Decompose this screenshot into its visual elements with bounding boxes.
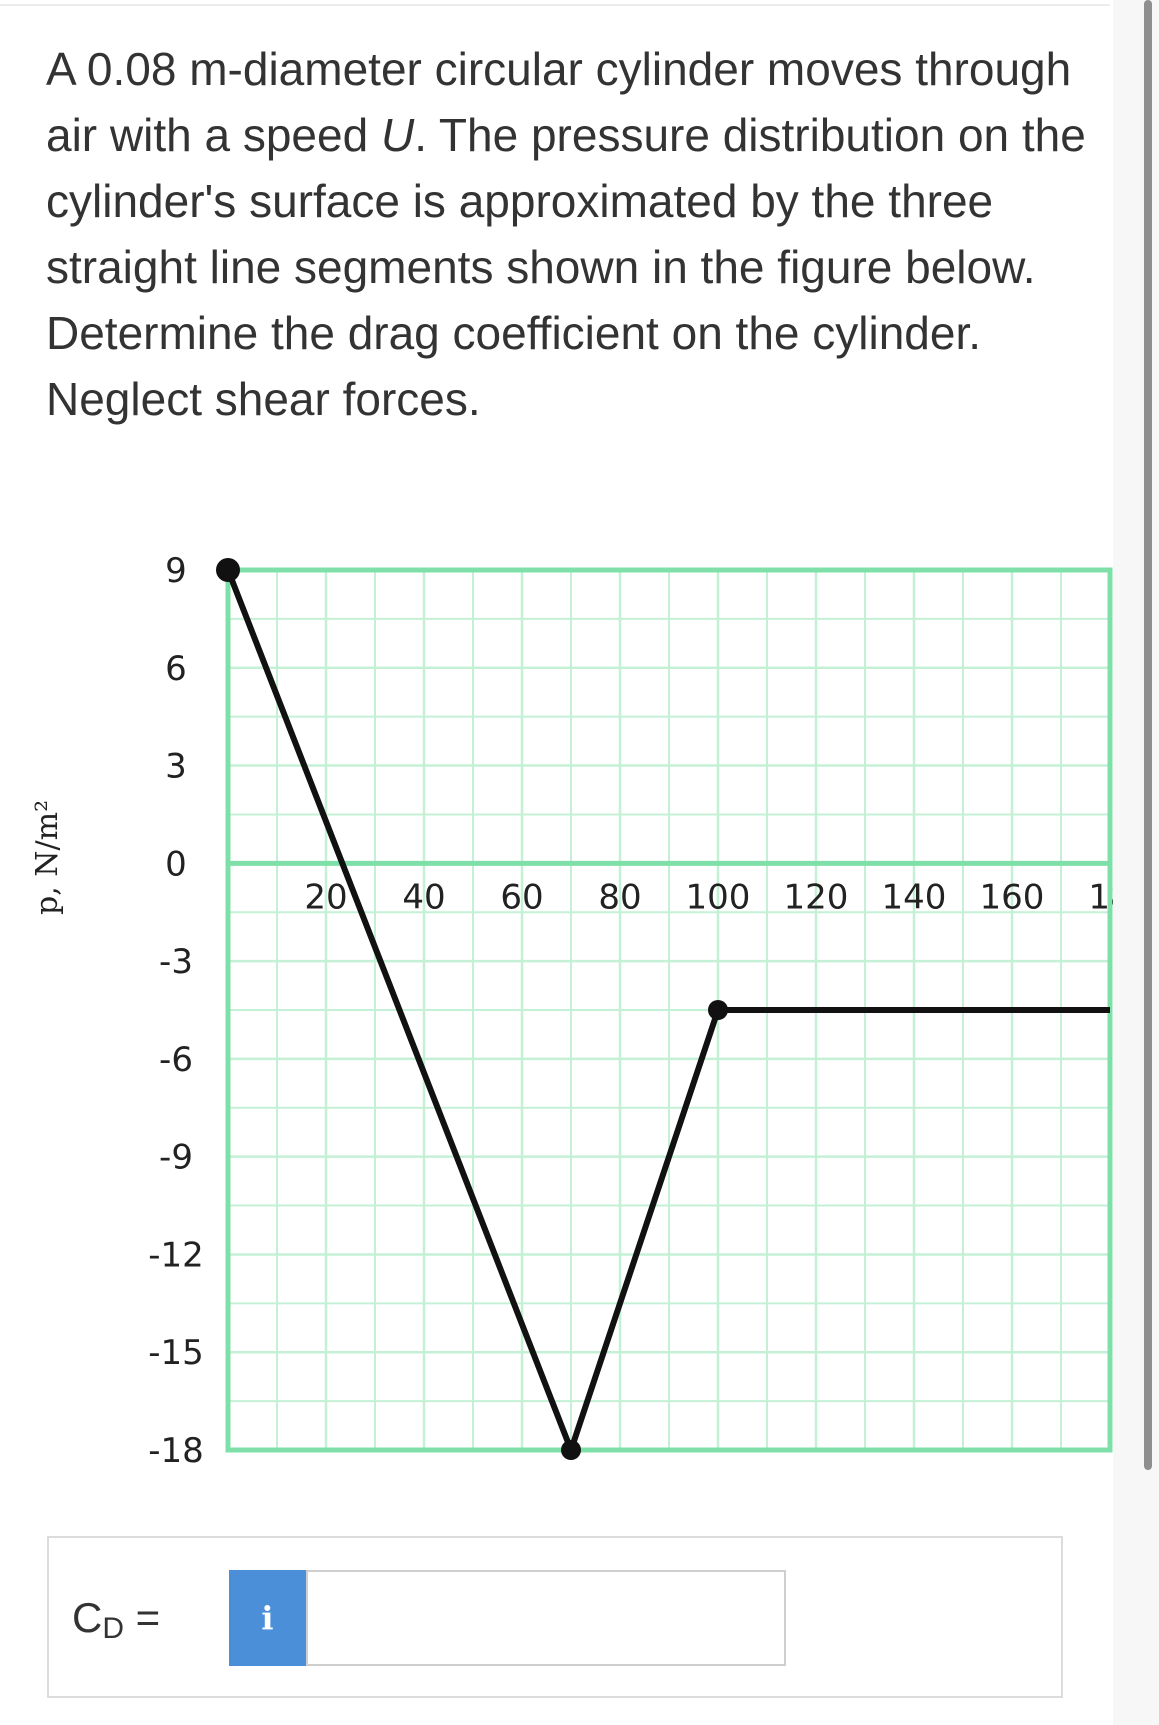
x-tick-label: 20 [304, 877, 347, 917]
problem-text-segment: A 0.08 m-diameter circular cylinder move… [46, 43, 1072, 161]
x-tick-label: 60 [500, 877, 543, 917]
pressure-line [225, 568, 1110, 1453]
data-point [561, 1440, 581, 1460]
y-tick-label: -6 [159, 1040, 193, 1080]
y-axis-title: p, N/m² [30, 799, 65, 915]
x-tick-label: 120 [784, 877, 849, 917]
info-icon: i [261, 1599, 274, 1637]
y-tick-label: -3 [159, 942, 193, 982]
x-tick-label: 140 [882, 877, 947, 917]
y-tick-label: 3 [165, 747, 187, 787]
x-tick-label: 40 [402, 877, 445, 917]
data-point [708, 1000, 728, 1020]
y-tick-label: -15 [148, 1333, 204, 1373]
scroll-track[interactable] [1113, 0, 1159, 1725]
info-button[interactable]: i [229, 1570, 306, 1666]
x-tick-label: 100 [686, 877, 751, 917]
cd-label-subscript: D [102, 1612, 125, 1645]
data-point [216, 558, 240, 582]
problem-text-segment: . The pressure distribution on the cylin… [46, 109, 1086, 425]
y-tick-label: -12 [148, 1235, 204, 1275]
drag-coefficient-label: CD = [72, 1594, 160, 1646]
drag-coefficient-input[interactable] [306, 1570, 786, 1666]
problem-statement: A 0.08 m-diameter circular cylinder move… [46, 36, 1086, 432]
x-tick-label: 160 [980, 877, 1045, 917]
y-tick-label: 0 [165, 844, 187, 884]
cd-label-equals: = [124, 1594, 161, 1641]
cd-label-main: C [72, 1594, 103, 1641]
top-divider [0, 4, 1110, 6]
scrollbar-thumb[interactable] [1144, 0, 1152, 1470]
y-tick-label: 6 [165, 649, 187, 689]
y-tick-label: -18 [148, 1431, 204, 1471]
pressure-distribution-chart: 9 6 3 0 -3 -6 -9 -12 -15 -18 20 40 60 80 100 120 140 160 1… [148, 551, 1113, 1471]
speed-symbol: U [380, 109, 415, 161]
x-tick-label: 80 [598, 877, 641, 917]
y-tick-label: -9 [159, 1138, 193, 1178]
y-tick-label: 9 [165, 551, 187, 591]
x-tick-label: 18 [1088, 877, 1113, 917]
